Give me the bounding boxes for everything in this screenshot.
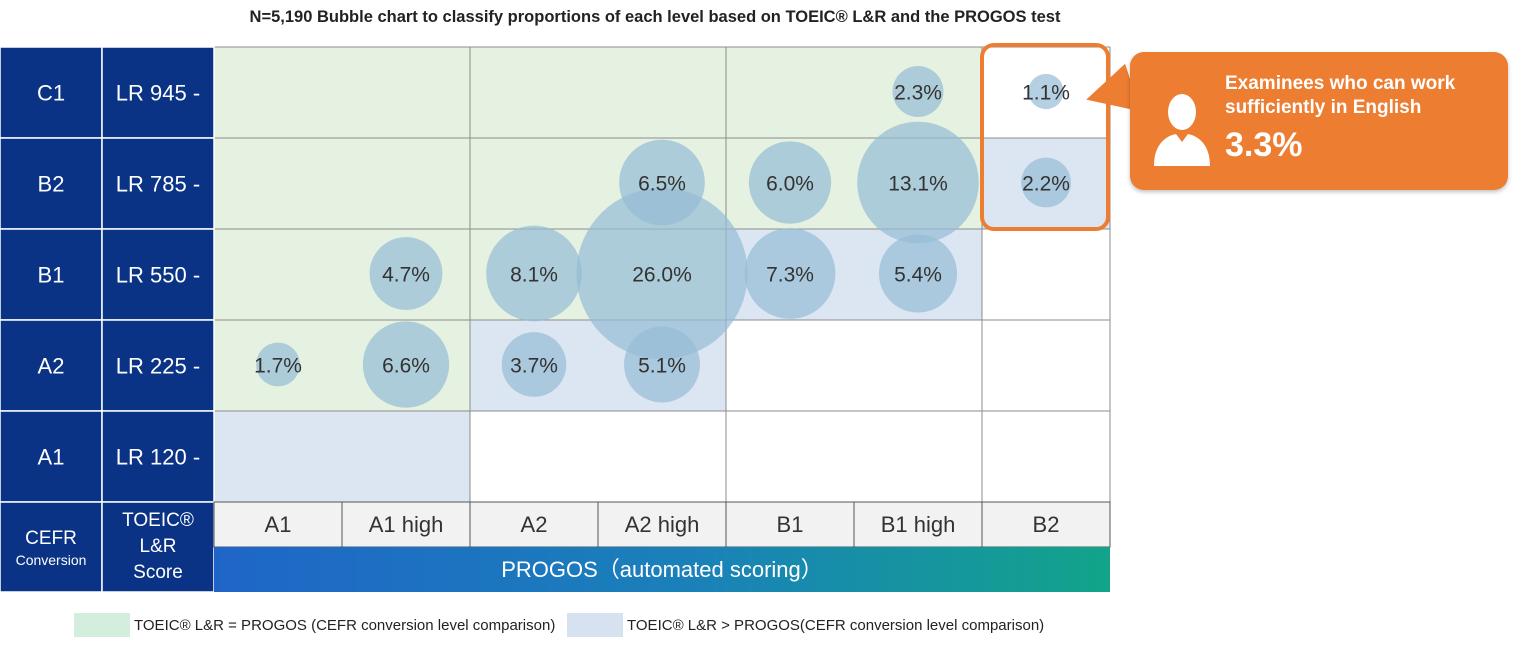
x-axis-title: PROGOS（automated scoring）: [501, 557, 823, 582]
x-tick-label: A2 high: [625, 512, 700, 537]
legend-label-equal: TOEIC® L&R = PROGOS (CEFR conversion lev…: [134, 617, 556, 634]
x-tick-label: B1: [777, 512, 804, 537]
bubble: [501, 332, 567, 397]
cefr-row-header: [0, 410, 103, 503]
zone-cell-equal: [598, 47, 726, 138]
score-row-label: LR 225 -: [116, 354, 200, 379]
bubble: [1021, 157, 1071, 208]
bubble: [624, 326, 700, 403]
bubble: [576, 187, 748, 360]
x-category-cell: [725, 501, 855, 548]
bubble: [256, 342, 300, 387]
bubble-data-label: 1.1%: [1022, 82, 1070, 105]
bubble: [486, 225, 582, 322]
zone-cell-greater: [342, 411, 470, 502]
score-row-header: [101, 410, 215, 503]
bubble-data-label: 3.7%: [510, 355, 558, 378]
bubble: [748, 141, 832, 224]
x-tick-label: B2: [1033, 512, 1060, 537]
bubble-data-label: 5.4%: [894, 264, 942, 287]
bubble-data-label: 6.6%: [382, 355, 430, 378]
bubble: [892, 66, 944, 117]
bubble-data-label: 2.3%: [894, 82, 942, 105]
cefr-row-header: [0, 137, 103, 230]
person-icon: [1154, 94, 1210, 166]
score-row-label: LR 550 -: [116, 263, 200, 288]
cefr-row-header: [0, 228, 103, 321]
bubble: [857, 121, 979, 244]
bubble: [1028, 73, 1064, 110]
callout-box: Examinees who can work sufficiently in E…: [1130, 52, 1508, 190]
cefr-row-label: C1: [37, 81, 65, 106]
callout-value: 3.3%: [1225, 126, 1303, 164]
bubble-data-label: 6.0%: [766, 173, 814, 196]
x-axis-title-bar: [214, 547, 1110, 592]
zone-cell-equal: [214, 138, 342, 229]
bubble-data-label: 5.1%: [638, 355, 686, 378]
cefr-row-label: B2: [38, 172, 65, 197]
bubble-data-label: 13.1%: [888, 173, 948, 196]
bubble-data-label: 7.3%: [766, 264, 814, 287]
x-category-cell: [341, 501, 471, 548]
score-axis-header: [101, 501, 215, 593]
zone-cell-equal: [342, 47, 470, 138]
x-tick-label: A1: [265, 512, 292, 537]
cefr-row-label: A2: [38, 354, 65, 379]
zone-cell-equal: [470, 47, 598, 138]
cefr-axis-sublabel: Conversion: [16, 552, 87, 568]
x-tick-label: A1 high: [369, 512, 444, 537]
score-row-header: [101, 137, 215, 230]
bubble: [878, 234, 958, 313]
bubble: [619, 139, 705, 226]
zone-cell-equal: [470, 138, 598, 229]
score-row-header: [101, 228, 215, 321]
bubble-data-label: 2.2%: [1022, 173, 1070, 196]
bubble-data-label: 8.1%: [510, 264, 558, 287]
legend-swatch-equal: [74, 613, 130, 637]
score-row-header: [101, 46, 215, 139]
chart-title: N=5,190 Bubble chart to classify proport…: [249, 8, 1061, 26]
zone-cell-equal: [342, 138, 470, 229]
legend-label-greater: TOEIC® L&R > PROGOS(CEFR conversion leve…: [627, 617, 1045, 634]
x-tick-label: A2: [521, 512, 548, 537]
zone-cell-greater: [214, 411, 342, 502]
x-category-cell: [981, 501, 1111, 548]
score-axis-label: TOEIC®: [122, 510, 194, 531]
cefr-axis-label: CEFR: [25, 528, 77, 549]
score-axis-label: Score: [133, 562, 183, 583]
bubble-data-label: 4.7%: [382, 264, 430, 287]
zone-cell-equal: [214, 229, 342, 320]
legend-swatch-greater: [567, 613, 623, 637]
callout-text: Examinees who can work sufficiently in E…: [1225, 73, 1456, 118]
x-tick-label: B1 high: [881, 512, 956, 537]
cefr-row-label: B1: [38, 263, 65, 288]
x-category-cell: [469, 501, 599, 548]
score-row-label: LR 785 -: [116, 172, 200, 197]
zone-cell-equal: [726, 47, 854, 138]
score-row-label: LR 120 -: [116, 445, 200, 470]
x-category-cell: [853, 501, 983, 548]
cefr-row-header: [0, 319, 103, 412]
score-axis-label: L&R: [140, 536, 177, 557]
bubble-data-label: 6.5%: [638, 173, 686, 196]
zone-cell-equal: [214, 47, 342, 138]
bubble: [744, 228, 836, 319]
x-category-cell: [597, 501, 727, 548]
bubble: [369, 237, 443, 310]
bubble-data-label: 1.7%: [254, 355, 302, 378]
bubble: [362, 321, 450, 408]
bubble-data-label: 26.0%: [632, 264, 692, 287]
highlight-frame: [980, 43, 1110, 231]
score-row-label: LR 945 -: [116, 81, 200, 106]
cefr-row-label: A1: [38, 445, 65, 470]
